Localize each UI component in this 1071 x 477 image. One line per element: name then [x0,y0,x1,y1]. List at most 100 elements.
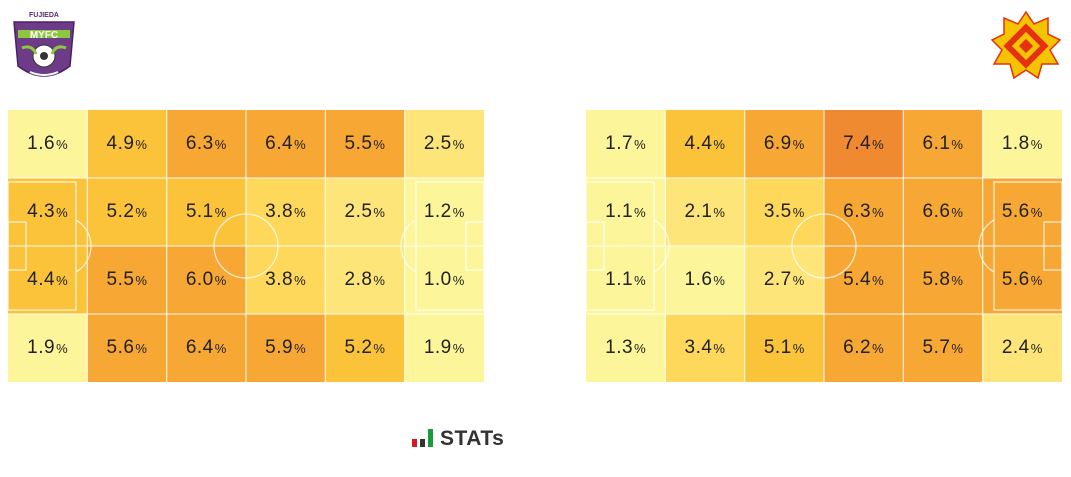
right-heat-unit: % [634,340,647,356]
left-heat-unit: % [135,136,148,152]
right-heat-cell-r2-c4 [903,246,983,314]
left-heat-label-r1-c2: 5.1% [167,178,246,246]
svg-text:MYFC: MYFC [30,30,58,41]
right-heat-unit: % [1030,340,1043,356]
left-heat-unit: % [214,340,227,356]
left-heat-cell-r1-c1 [87,178,167,246]
left-heat-label-r2-c4: 2.8% [325,246,404,314]
left-heat-cell-r1-c2 [166,178,246,246]
right-heat-value: 1.6 [684,269,713,290]
right-heat-unit: % [872,340,885,356]
right-heat-cell-r3-c4 [903,314,983,382]
right-heat-label-r3-c3: 6.2% [824,314,903,382]
left-heat-unit: % [452,272,465,288]
svg-text:FUJIEDA: FUJIEDA [29,12,59,19]
left-heat-cell-r1-c4 [325,178,405,246]
right-heat-label-r0-c2: 6.9% [745,110,824,178]
left-heat-label-r0-c5: 2.5% [405,110,484,178]
right-heat-value: 6.6 [922,201,951,222]
left-heat-unit: % [56,340,69,356]
left-heat-cell-r0-c2 [166,110,246,178]
right-heat-label-r3-c1: 3.4% [665,314,744,382]
right-heat-label-r2-c4: 5.8% [903,246,982,314]
left-heat-unit: % [452,136,465,152]
right-heat-cell-r1-c0 [586,178,666,246]
right-heat-label-r3-c2: 5.1% [745,314,824,382]
left-heat-value: 5.5 [344,133,373,154]
right-heat-cell-r3-c5 [982,314,1062,382]
right-heat-cell-r0-c1 [665,110,745,178]
left-heat-value: 6.4 [265,133,294,154]
left-heat-cell-r3-c2 [166,314,246,382]
right-heat-cell-r0-c4 [903,110,983,178]
right-heat-label-r0-c3: 7.4% [824,110,903,178]
left-heat-unit: % [373,272,386,288]
left-heat-cell-r3-c3 [246,314,326,382]
right-heat-label-r2-c3: 5.4% [824,246,903,314]
right-team-heatmap: 1.7% 4.4% 6.9% 7.4% 6.1% 1.8% 1.1% 2.1% 3.5% 6.3%… [586,110,1062,382]
left-heat-cell-r3-c5 [404,314,484,382]
fujieda-myfc-crest: FUJIEDA MYFC [8,8,80,84]
right-heat-label-r3-c0: 1.3% [586,314,665,382]
right-heat-value: 2.1 [684,201,713,222]
left-heat-unit: % [214,272,227,288]
right-heat-value: 5.7 [922,337,951,358]
right-heat-value: 6.3 [843,201,872,222]
right-heat-unit: % [792,340,805,356]
left-heat-unit: % [135,340,148,356]
left-heat-value: 2.5 [423,133,452,154]
left-heat-label-r3-c1: 5.6% [87,314,166,382]
left-heat-value: 1.9 [27,337,56,358]
left-heat-cell-r2-c1 [87,246,167,314]
right-heat-cell-r3-c0 [586,314,666,382]
left-heatmap-svg [8,110,484,382]
right-heat-unit: % [634,204,647,220]
right-heat-value: 6.2 [843,337,872,358]
left-heat-cell-r0-c4 [325,110,405,178]
right-heat-label-r1-c2: 3.5% [745,178,824,246]
left-heat-label-r2-c3: 3.8% [246,246,325,314]
left-heat-cell-r3-c1 [87,314,167,382]
right-heat-cell-r2-c0 [586,246,666,314]
right-heat-label-r0-c0: 1.7% [586,110,665,178]
right-heat-cell-r1-c4 [903,178,983,246]
left-heat-value: 6.0 [185,269,214,290]
left-heat-label-r2-c5: 1.0% [405,246,484,314]
right-heat-label-r1-c1: 2.1% [665,178,744,246]
right-heat-label-r2-c2: 2.7% [745,246,824,314]
right-heat-cell-r1-c3 [824,178,904,246]
left-heat-value: 2.5 [344,201,373,222]
right-heat-value: 6.9 [763,133,792,154]
right-heat-unit: % [713,204,726,220]
right-heat-unit: % [713,136,726,152]
right-heat-unit: % [713,340,726,356]
right-heat-label-r2-c0: 1.1% [586,246,665,314]
left-heat-label-r3-c0: 1.9% [8,314,87,382]
left-heat-value: 3.8 [265,269,294,290]
left-heat-value: 4.9 [106,133,135,154]
left-heat-value: 5.2 [344,337,373,358]
left-heat-unit: % [56,204,69,220]
right-heat-value: 5.6 [1001,269,1030,290]
right-heat-value: 5.6 [1001,201,1030,222]
left-heat-value: 5.1 [185,201,214,222]
left-heat-unit: % [373,136,386,152]
left-heat-label-r1-c0: 4.3% [8,178,87,246]
right-heatmap-svg [586,110,1062,382]
left-heat-value: 5.9 [265,337,294,358]
left-heat-cell-r2-c5 [404,246,484,314]
left-heat-value: 1.6 [27,133,56,154]
right-heat-value: 4.4 [684,133,713,154]
left-heat-unit: % [214,136,227,152]
right-heat-unit: % [1030,272,1043,288]
left-heat-cell-r3-c0 [8,314,88,382]
right-heat-unit: % [872,136,885,152]
right-heat-value: 1.1 [605,201,634,222]
left-heat-cell-r0-c1 [87,110,167,178]
left-heat-value: 6.4 [185,337,214,358]
left-right-penalty-box [415,181,484,311]
right-heat-cell-r2-c3 [824,246,904,314]
right-heat-label-r0-c1: 4.4% [665,110,744,178]
right-heat-value: 3.4 [684,337,713,358]
right-left-penalty-arc [653,219,670,273]
